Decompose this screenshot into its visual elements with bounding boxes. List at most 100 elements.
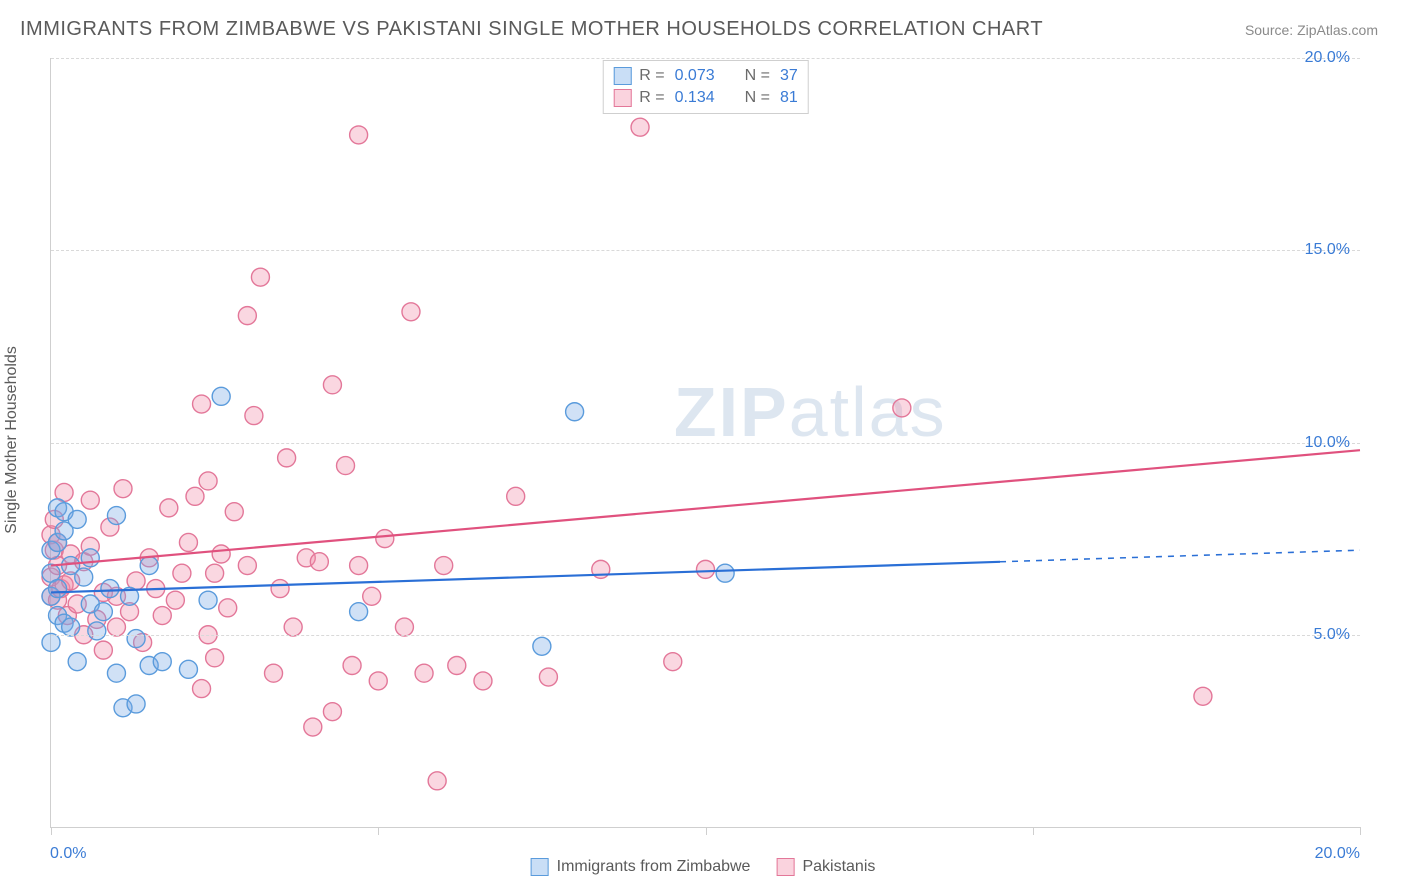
legend-r-value: 0.134 [675,89,715,107]
x-tick [51,827,52,835]
scatter-point [42,633,60,651]
scatter-point [225,503,243,521]
scatter-point [278,449,296,467]
scatter-point [350,603,368,621]
scatter-point [251,268,269,286]
scatter-point [350,557,368,575]
scatter-point [88,622,106,640]
scatter-point [107,664,125,682]
scatter-point [107,618,125,636]
scatter-point [697,560,715,578]
scatter-point [75,568,93,586]
scatter-point [507,487,525,505]
y-tick-label: 20.0% [1305,49,1350,67]
scatter-point [363,587,381,605]
scatter-point [337,457,355,475]
legend-label: Immigrants from Zimbabwe [557,858,751,876]
scatter-point [271,580,289,598]
legend-n-value: 81 [780,89,798,107]
scatter-point [212,387,230,405]
scatter-point [245,407,263,425]
scatter-point [68,653,86,671]
legend-n-label: N = [745,89,770,107]
x-tick [378,827,379,835]
scatter-point [474,672,492,690]
legend-row-blue: R = 0.073 N = 37 [613,65,798,87]
scatter-point [81,549,99,567]
scatter-point [343,657,361,675]
legend-n-label: N = [745,67,770,85]
scatter-point [212,545,230,563]
scatter-point [107,507,125,525]
scatter-point [173,564,191,582]
legend-item-pakistanis: Pakistanis [776,858,875,876]
scatter-point [238,307,256,325]
legend-r-label: R = [639,67,664,85]
x-tick-label: 0.0% [50,845,86,863]
scatter-point [539,668,557,686]
scatter-point [402,303,420,321]
x-tick-label: 20.0% [1315,845,1360,863]
trend-line [51,562,1000,593]
legend-r-value: 0.073 [675,67,715,85]
scatter-point [435,557,453,575]
scatter-point [127,695,145,713]
scatter-point [49,580,67,598]
scatter-point [166,591,184,609]
scatter-point [101,580,119,598]
legend-swatch-blue-icon [531,858,549,876]
scatter-point [179,533,197,551]
gridline [51,250,1360,251]
legend-item-zimbabwe: Immigrants from Zimbabwe [531,858,751,876]
scatter-point [716,564,734,582]
legend-r-label: R = [639,89,664,107]
scatter-point [376,530,394,548]
gridline [51,58,1360,59]
legend-n-value: 37 [780,67,798,85]
y-tick-label: 15.0% [1305,241,1350,259]
scatter-point [566,403,584,421]
scatter-point [94,641,112,659]
chart-title: IMMIGRANTS FROM ZIMBABWE VS PAKISTANI SI… [20,18,1043,41]
scatter-point [533,637,551,655]
scatter-point [186,487,204,505]
scatter-point [193,680,211,698]
legend-correlation: R = 0.073 N = 37 R = 0.134 N = 81 [602,60,809,114]
scatter-point [369,672,387,690]
scatter-point [395,618,413,636]
scatter-point [893,399,911,417]
scatter-point [68,510,86,528]
source-label: Source: ZipAtlas.com [1245,22,1378,38]
scatter-point [219,599,237,617]
trend-line [51,450,1360,565]
scatter-point [448,657,466,675]
scatter-point [310,553,328,571]
scatter-point [206,649,224,667]
y-tick-label: 5.0% [1314,626,1350,644]
scatter-point [199,591,217,609]
legend-swatch-pink-icon [613,89,631,107]
legend-swatch-blue-icon [613,67,631,85]
x-tick [1033,827,1034,835]
scatter-point [664,653,682,671]
scatter-point [94,603,112,621]
scatter-point [114,480,132,498]
y-axis-title: Single Mother Households [3,346,21,534]
x-tick [1360,827,1361,835]
x-tick [706,827,707,835]
scatter-point [127,630,145,648]
gridline [51,635,1360,636]
scatter-point [153,653,171,671]
scatter-point [304,718,322,736]
legend-swatch-pink-icon [776,858,794,876]
scatter-point [238,557,256,575]
scatter-point [350,126,368,144]
scatter-point [323,376,341,394]
trend-line-dashed [1000,550,1360,562]
legend-label: Pakistanis [802,858,875,876]
y-tick-label: 10.0% [1305,434,1350,452]
scatter-point [1194,687,1212,705]
scatter-point [284,618,302,636]
legend-series: Immigrants from Zimbabwe Pakistanis [531,858,876,876]
scatter-point [140,557,158,575]
